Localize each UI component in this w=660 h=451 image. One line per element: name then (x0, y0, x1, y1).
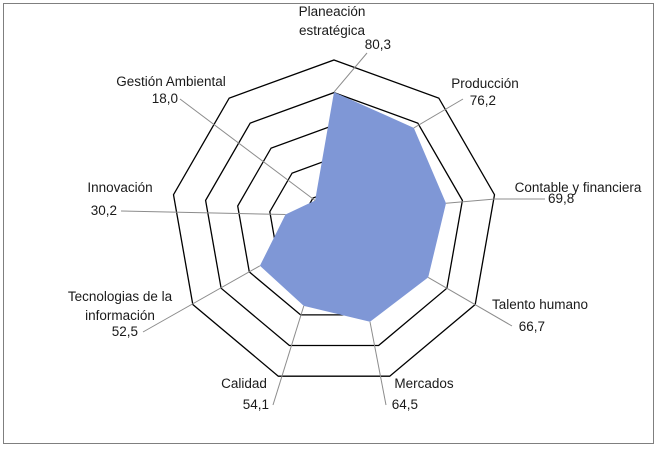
data-label-5: 54,1 (243, 397, 269, 412)
data-area (259, 92, 446, 322)
data-label-1: 76,2 (470, 93, 496, 108)
leader-line-8 (179, 98, 316, 201)
category-label-6-1: información (85, 308, 155, 323)
category-label-0-0: Planeación (299, 4, 366, 19)
category-label-0-1: estratégica (299, 23, 366, 38)
data-label-8: 18,0 (152, 91, 178, 106)
leader-line-6 (142, 265, 261, 333)
category-label-5-0: Calidad (221, 376, 267, 391)
leader-line-4 (369, 321, 387, 406)
category-label-6-0: Tecnologias de la (68, 289, 173, 304)
data-label-3: 66,7 (519, 319, 545, 334)
data-label-6: 52,5 (112, 324, 138, 339)
category-label-8-0: Gestión Ambiental (116, 74, 226, 89)
leader-line-3 (427, 276, 513, 327)
leader-line-2 (445, 198, 545, 204)
category-label-1-0: Producción (451, 76, 519, 91)
leader-line-5 (272, 305, 305, 406)
leader-line-7 (120, 210, 286, 215)
data-label-7: 30,2 (91, 203, 117, 218)
data-label-4: 64,5 (392, 397, 418, 412)
category-label-4-0: Mercados (394, 376, 454, 391)
category-label-2-0: Contable y financiera (515, 180, 642, 195)
leader-line-0 (333, 52, 368, 93)
grid-ring-3 (204, 91, 464, 347)
leader-line-1 (413, 98, 464, 129)
category-label-7-0: Innovación (87, 180, 152, 195)
category-label-3-0: Talento humano (492, 297, 588, 312)
grid-ring-4 (172, 59, 496, 377)
data-label-2: 69,8 (548, 191, 574, 206)
data-label-0: 80,3 (365, 37, 391, 52)
